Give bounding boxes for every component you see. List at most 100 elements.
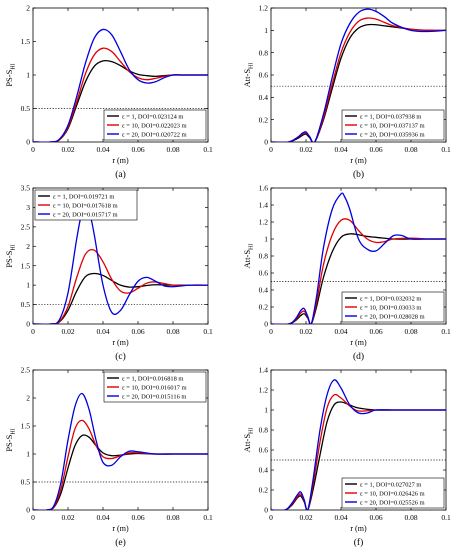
y-tick-label: 1.5 xyxy=(21,422,31,431)
x-tick-label: 0.02 xyxy=(299,145,312,154)
y-axis-label: Att-SHI xyxy=(242,244,255,269)
y-tick-label: 0.8 xyxy=(259,426,269,435)
series-line-3 xyxy=(33,28,208,142)
series-group xyxy=(33,28,208,142)
x-tick-label: 0 xyxy=(31,145,35,154)
series-line-2 xyxy=(271,218,446,324)
x-tick-label: 0.06 xyxy=(369,145,382,154)
x-axis-label: r (m) xyxy=(112,524,129,533)
x-tick-label: 0 xyxy=(31,513,35,522)
panel-e: 0 0.02 0.04 0.06 0.08 0.1 0 0.5 1 1.5 2 2.5 ε = 1, D… xyxy=(4,366,213,548)
legend-box xyxy=(341,477,445,509)
legend-box xyxy=(34,189,138,221)
y-tick-label: 1.2 xyxy=(259,4,269,13)
series-line-2 xyxy=(33,248,208,324)
x-tick-label: 0.08 xyxy=(166,513,179,522)
legend-entry: ε = 1, DOI=0.037938 m xyxy=(360,113,421,120)
x-tick-label: 0.08 xyxy=(166,327,179,336)
panel-label: (c) xyxy=(115,351,126,362)
x-tick-label: 0.08 xyxy=(404,145,417,154)
y-tick-label: 0.5 xyxy=(21,300,31,309)
y-tick-label: 0.6 xyxy=(259,71,269,80)
y-tick-label: 0 xyxy=(264,506,268,515)
x-tick-label: 0.02 xyxy=(61,145,74,154)
y-axis-label-sub: HI xyxy=(249,428,255,434)
x-tick-label: 0.04 xyxy=(334,145,347,154)
y-tick-label: 0 xyxy=(264,320,268,329)
y-axis-label: PS-SHI xyxy=(4,63,17,86)
x-tick-label: 0.04 xyxy=(334,513,347,522)
y-axis-label: Att-SHI xyxy=(242,428,255,453)
series-group xyxy=(33,392,208,510)
x-tick-label: 0 xyxy=(269,513,273,522)
panel-label: (d) xyxy=(353,351,364,362)
legend-entry: ε = 20, DOI=0.025526 m xyxy=(360,499,425,506)
x-tick-label: 0.06 xyxy=(369,327,382,336)
y-tick-label: 0.8 xyxy=(259,252,269,261)
x-tick-label: 0.1 xyxy=(203,327,213,336)
legend-box xyxy=(103,371,207,403)
y-axis-label: PS-SHI xyxy=(4,428,17,451)
y-tick-label: 0 xyxy=(26,138,30,147)
legend-entry: ε = 20, DOI=0.028028 m xyxy=(360,313,425,320)
x-tick-label: 0.08 xyxy=(404,513,417,522)
y-axis-label: PS-SHI xyxy=(4,244,17,267)
legend-box xyxy=(103,109,207,141)
y-tick-label: 3 xyxy=(26,203,30,212)
x-tick-label: 0.02 xyxy=(299,513,312,522)
x-tick-label: 0 xyxy=(269,327,273,336)
x-tick-label: 0 xyxy=(269,145,273,154)
y-tick-label: 1 xyxy=(264,26,268,35)
legend-entry: ε = 20, DOI=0.015116 m xyxy=(122,393,186,400)
y-axis-label-main: Att-S xyxy=(242,434,252,453)
x-axis-label: r (m) xyxy=(350,524,367,533)
x-tick-label: 0.1 xyxy=(203,513,213,522)
legend-entry: ε = 20, DOI=0.015717 m xyxy=(53,211,118,218)
series-line-3 xyxy=(33,202,208,324)
y-tick-label: 1.6 xyxy=(259,184,269,193)
series-group xyxy=(33,202,208,324)
y-axis-label: Att-SHI xyxy=(242,63,255,88)
x-tick-label: 0.06 xyxy=(131,513,144,522)
x-tick-label: 0.1 xyxy=(441,513,451,522)
x-tick-label: 0.02 xyxy=(61,513,74,522)
x-tick-label: 0.1 xyxy=(441,327,451,336)
legend-entry: ε = 1, DOI=0.016818 m xyxy=(122,375,183,382)
y-tick-label: 0.2 xyxy=(259,115,269,124)
x-tick-label: 0.04 xyxy=(96,327,109,336)
x-tick-label: 0 xyxy=(31,327,35,336)
panel-b: 0 0.02 0.04 0.06 0.08 0.1 0 0.2 0.4 0.6 0.8 1 1.2 ε =… xyxy=(242,4,451,180)
panel-label: (b) xyxy=(353,169,364,180)
legend-entry: ε = 10, DOI=0.037137 m xyxy=(360,122,425,129)
y-axis-label-main: PS-S xyxy=(4,250,14,267)
panel-label: (f) xyxy=(354,537,364,548)
y-tick-label: 0.5 xyxy=(21,478,31,487)
x-axis-label: r (m) xyxy=(112,156,129,165)
series-group xyxy=(271,192,446,324)
series-group xyxy=(271,379,446,510)
y-tick-label: 1.2 xyxy=(259,386,269,395)
panel-d: 0 0.02 0.04 0.06 0.08 0.1 0 0.2 0.4 0.6 0.8 1 1.2 1.4… xyxy=(242,184,451,362)
y-tick-label: 0 xyxy=(264,138,268,147)
y-axis-label-sub: HI xyxy=(249,244,255,250)
legend: ε = 1, DOI=0.032032 m ε = 10, DOI=0.03033… xyxy=(341,291,445,323)
series-group xyxy=(271,8,446,142)
x-tick-label: 0.02 xyxy=(299,327,312,336)
y-axis-label-main: PS-S xyxy=(4,434,14,451)
y-tick-label: 2.5 xyxy=(21,222,31,231)
y-axis-label-main: PS-S xyxy=(4,69,14,86)
y-tick-label: 1 xyxy=(26,71,30,80)
legend: ε = 1, DOI=0.037938 m ε = 10, DOI=0.03713… xyxy=(341,109,445,141)
legend: ε = 1, DOI=0.023124 m ε = 10, DOI=0.02202… xyxy=(103,109,207,141)
legend-entry: ε = 20, DOI=0.035936 m xyxy=(360,131,425,138)
x-axis-label: r (m) xyxy=(350,338,367,347)
x-tick-label: 0.04 xyxy=(334,327,347,336)
y-tick-label: 0.4 xyxy=(259,286,269,295)
x-tick-label: 0.08 xyxy=(166,145,179,154)
legend-entry: ε = 1, DOI=0.027027 m xyxy=(360,481,421,488)
y-tick-label: 1 xyxy=(264,235,268,244)
y-tick-label: 1.5 xyxy=(21,261,31,270)
x-tick-label: 0.06 xyxy=(131,327,144,336)
x-tick-label: 0.1 xyxy=(441,145,451,154)
y-tick-label: 0.4 xyxy=(259,93,269,102)
